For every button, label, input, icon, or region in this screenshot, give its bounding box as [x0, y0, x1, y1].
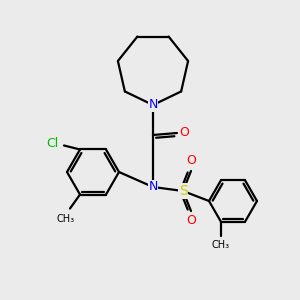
- Text: O: O: [179, 127, 189, 140]
- Text: Cl: Cl: [46, 137, 58, 150]
- Text: CH₃: CH₃: [212, 240, 230, 250]
- Text: N: N: [148, 181, 158, 194]
- Text: S: S: [178, 184, 188, 198]
- Text: O: O: [186, 154, 196, 167]
- Text: N: N: [148, 98, 158, 112]
- Text: O: O: [186, 214, 196, 227]
- Text: CH₃: CH₃: [57, 214, 75, 224]
